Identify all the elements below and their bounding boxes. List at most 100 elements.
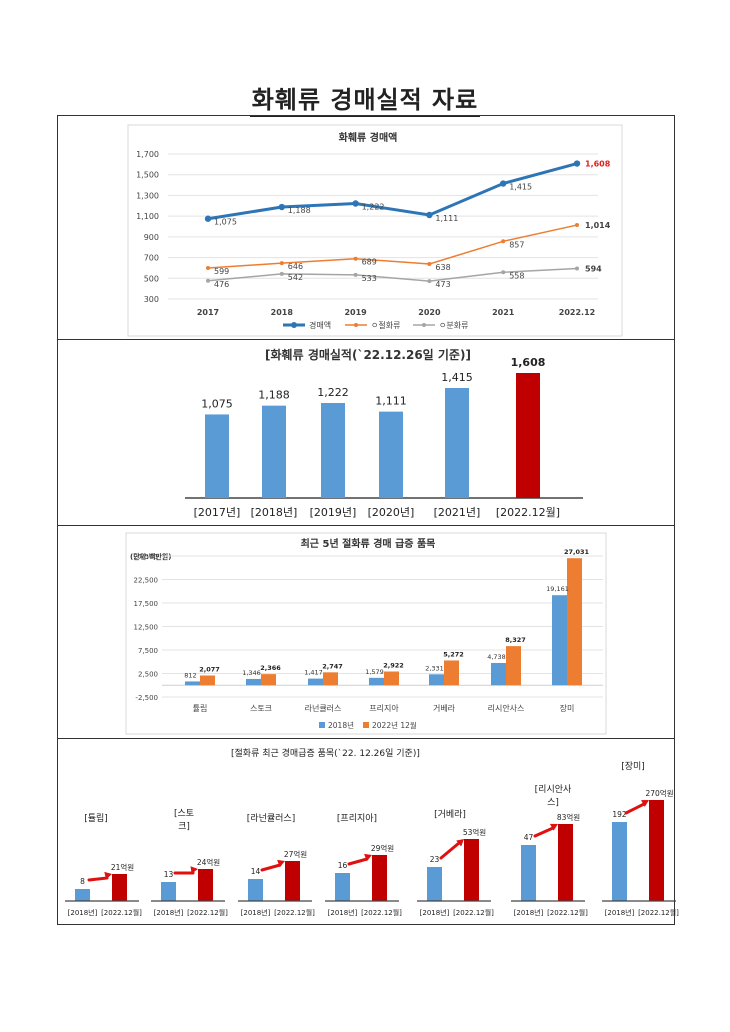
y-tick-label: 17,500 <box>134 600 159 608</box>
series-line <box>207 267 578 282</box>
data-label: 8 <box>80 877 85 886</box>
bar <box>464 839 479 901</box>
x-tick-label: 장미 <box>560 703 575 713</box>
bar <box>445 388 469 498</box>
legend-swatch <box>363 722 369 728</box>
y-tick-label: 7,500 <box>138 647 158 655</box>
chart-area <box>125 532 607 735</box>
legend-label: 2018년 <box>328 720 354 730</box>
data-label: 24억원 <box>197 858 220 867</box>
trend-arrow <box>260 863 282 872</box>
legend-label: ㅇ분화류 <box>439 321 468 330</box>
data-label: 476 <box>214 280 229 289</box>
y-tick-label: 1,700 <box>136 150 159 159</box>
data-label: 1,608 <box>585 160 611 169</box>
x-tick-label: [2022.12월] <box>187 908 228 917</box>
x-tick-label: 튤립 <box>193 704 208 713</box>
x-tick-label: [2018년] <box>420 908 450 917</box>
bar <box>248 879 263 901</box>
bar <box>161 882 176 901</box>
data-label: 13 <box>164 870 174 879</box>
trend-arrow <box>533 826 555 838</box>
trend-arrow-head <box>277 859 285 868</box>
x-tick-label: 2021 <box>492 308 515 317</box>
data-label: 14 <box>251 867 261 876</box>
data-label: 21억원 <box>111 863 134 872</box>
x-tick-label: [2019년] <box>310 506 357 519</box>
data-label: 27,031 <box>564 548 590 556</box>
data-label: 2,922 <box>383 662 404 670</box>
bar <box>246 678 261 686</box>
bar <box>185 681 200 686</box>
bar <box>335 873 350 901</box>
data-label: 1,188 <box>288 206 311 215</box>
trend-arrow <box>439 841 461 860</box>
trend-arrow-head <box>104 871 112 880</box>
data-point <box>278 203 285 211</box>
x-tick-label: 2017 <box>197 308 219 317</box>
data-point <box>427 279 432 284</box>
y-tick-label: 1,100 <box>136 212 159 221</box>
data-label: 1,222 <box>317 386 349 399</box>
group-name: [튤립] <box>84 813 108 824</box>
page-title: 화훼류 경매실적 자료 <box>0 80 730 117</box>
y-tick-label: -2,500 <box>135 694 158 702</box>
data-label: 638 <box>435 263 450 272</box>
mini-bar-chart: [절화류 최근 경매급증 품목(`22. 12.26일 기준)] [튤립] 8 21억… <box>65 747 679 917</box>
group-name: [라넌큘러스] <box>247 813 295 824</box>
y-tick-label: 27,500 <box>134 553 159 561</box>
x-tick-label: [2022.12월] <box>638 908 679 917</box>
data-point <box>501 270 506 275</box>
data-point <box>206 278 210 283</box>
series-line <box>207 224 578 269</box>
bar <box>308 678 323 686</box>
x-tick-label: 2020 <box>418 308 441 317</box>
x-tick-label: [2018년] <box>154 908 184 917</box>
bar <box>444 660 459 686</box>
legend-label: ㅇ절화류 <box>371 321 400 330</box>
data-label: 1,075 <box>201 397 233 410</box>
y-tick-label: 700 <box>144 254 159 263</box>
data-label: 83억원 <box>557 813 580 822</box>
y-tick-label: 12,500 <box>134 624 159 632</box>
data-label: 1,188 <box>258 389 290 402</box>
bar <box>379 411 403 498</box>
chart-title: 화훼류 경매액 <box>339 131 398 144</box>
x-tick-label: 2018 <box>271 308 294 317</box>
legend-marker <box>354 323 358 327</box>
legend-label: 경매액 <box>309 320 331 330</box>
data-label: 857 <box>509 240 524 249</box>
data-label: 270억원 <box>645 789 673 798</box>
data-point <box>279 261 284 266</box>
bar <box>558 824 573 901</box>
chart-frame: 화훼류 경매액 300 500 700 900 1,100 1,300 1,500 1,700 2… <box>57 115 679 925</box>
divider <box>58 738 674 739</box>
bar <box>552 595 567 686</box>
data-label: 558 <box>509 271 524 280</box>
data-label: 646 <box>288 262 303 271</box>
bar <box>491 662 506 686</box>
chart-area <box>127 124 623 337</box>
x-tick-label: [2017년] <box>194 506 241 519</box>
bar <box>205 414 229 498</box>
data-label: 689 <box>362 258 377 267</box>
chart-title: [절화류 최근 경매급증 품목(`22. 12.26일 기준)] <box>231 747 420 759</box>
legend-marker <box>291 322 297 328</box>
data-point <box>575 223 579 228</box>
data-label: 2,747 <box>322 662 343 670</box>
data-point <box>500 180 507 187</box>
x-tick-label: [2022.12월] <box>496 506 560 519</box>
data-label: 1,222 <box>362 203 385 212</box>
data-label: 1,415 <box>509 183 532 192</box>
bar <box>200 675 215 686</box>
bar <box>521 845 536 901</box>
data-label: 473 <box>435 280 450 289</box>
x-tick-label: [2018년] <box>514 908 544 917</box>
bar <box>112 874 127 901</box>
data-point <box>575 266 579 271</box>
x-tick-label: [2022.12월] <box>101 908 142 917</box>
legend-swatch <box>319 722 325 728</box>
bar <box>261 674 276 686</box>
y-tick-label: 1,300 <box>136 191 159 200</box>
data-label: 542 <box>288 273 303 282</box>
